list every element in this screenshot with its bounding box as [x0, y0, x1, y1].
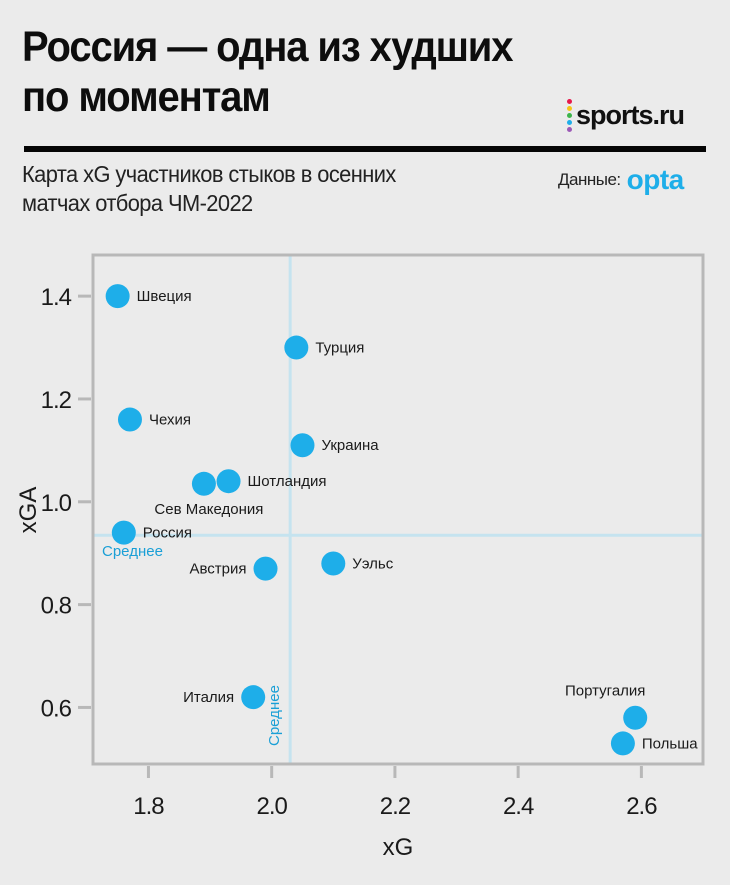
logo-dot — [567, 119, 572, 125]
y-tick-label: 1.0 — [41, 490, 72, 517]
data-point — [623, 705, 648, 730]
source-label: Данные: — [558, 170, 621, 189]
y-axis-label: xGA — [15, 487, 42, 534]
data-point — [253, 556, 278, 581]
data-point-label: Сев Македония — [154, 501, 263, 518]
data-point-label: Шотландия — [248, 473, 327, 490]
data-point — [284, 335, 309, 360]
average-xg-label: Среднее — [266, 685, 283, 746]
title-divider — [24, 146, 706, 152]
y-axis: 0.6 0.8 1.0 1.2 1.4 — [41, 284, 91, 722]
data-point — [610, 731, 635, 756]
page-title: Россия — одна из худших по моментам — [22, 22, 543, 122]
subtitle-line-2: матчах отбора ЧМ-2022 — [22, 190, 253, 216]
data-point-label: Португалия — [565, 683, 645, 700]
data-point-label: Украина — [321, 437, 379, 454]
data-point-group: Италия — [183, 685, 266, 710]
data-point-group: Португалия — [565, 683, 648, 730]
data-source: Данные: opta — [558, 166, 684, 194]
data-point-label: Польша — [642, 735, 698, 752]
data-point — [216, 469, 241, 494]
x-axis: 1.8 2.0 2.2 2.4 2.6 — [133, 766, 658, 820]
logo-dot — [567, 126, 572, 132]
data-point-label: Италия — [183, 689, 234, 706]
data-point — [117, 407, 142, 432]
data-point-group: Уэльс — [321, 551, 394, 576]
x-tick-label: 2.0 — [256, 793, 287, 820]
logo-dot — [567, 112, 572, 118]
data-point-group: Чехия — [117, 407, 191, 432]
y-tick-label: 1.4 — [41, 284, 72, 311]
logo-dot — [567, 105, 572, 111]
data-point — [111, 520, 136, 545]
logo-dot — [567, 98, 572, 104]
data-points: Швеция Турция Чехия Украина Шотландия Сев Мак… — [105, 284, 698, 756]
data-point-group: Шотландия — [216, 469, 327, 494]
data-point-label: Чехия — [149, 412, 191, 429]
data-point-group: Россия — [111, 520, 192, 545]
data-point-label: Уэльс — [352, 555, 393, 572]
y-tick-label: 1.2 — [41, 387, 72, 414]
data-point-group: Швеция — [105, 284, 192, 309]
average-xga-label: Среднее — [102, 543, 163, 560]
opta-logo: opta — [626, 164, 685, 195]
x-axis-label: xG — [383, 834, 414, 861]
data-point-group: Польша — [610, 731, 698, 756]
x-tick-label: 2.2 — [380, 793, 411, 820]
data-point — [241, 685, 266, 710]
data-point-group: Турция — [284, 335, 364, 360]
logo-dots-icon — [567, 98, 572, 132]
data-point-label: Швеция — [137, 288, 192, 305]
data-point-group: Украина — [290, 433, 379, 458]
data-point-label: Австрия — [189, 561, 246, 578]
data-point-label: Россия — [143, 525, 192, 542]
title-line-2: по моментам — [22, 73, 271, 121]
title-line-1: Россия — одна из худших — [22, 23, 514, 71]
data-point — [105, 284, 130, 309]
x-tick-label: 2.4 — [503, 793, 534, 820]
logo-text: sports.ru — [576, 99, 685, 130]
x-tick-label: 2.6 — [626, 793, 657, 820]
data-point-label: Турция — [315, 340, 364, 357]
subtitle-line-1: Карта xG участников стыков в осенних — [22, 161, 396, 187]
chart-frame — [91, 253, 705, 766]
subtitle: Карта xG участников стыков в осенних мат… — [22, 160, 469, 218]
y-tick-label: 0.8 — [41, 593, 72, 620]
data-point — [321, 551, 346, 576]
data-point-group: Австрия — [189, 556, 278, 581]
sports-ru-logo: sports.ru — [567, 97, 685, 133]
data-point — [191, 471, 216, 496]
data-point — [290, 433, 315, 458]
y-tick-label: 0.6 — [41, 695, 72, 722]
data-point-group: Сев Македония — [154, 471, 263, 518]
x-tick-label: 1.8 — [133, 793, 164, 820]
